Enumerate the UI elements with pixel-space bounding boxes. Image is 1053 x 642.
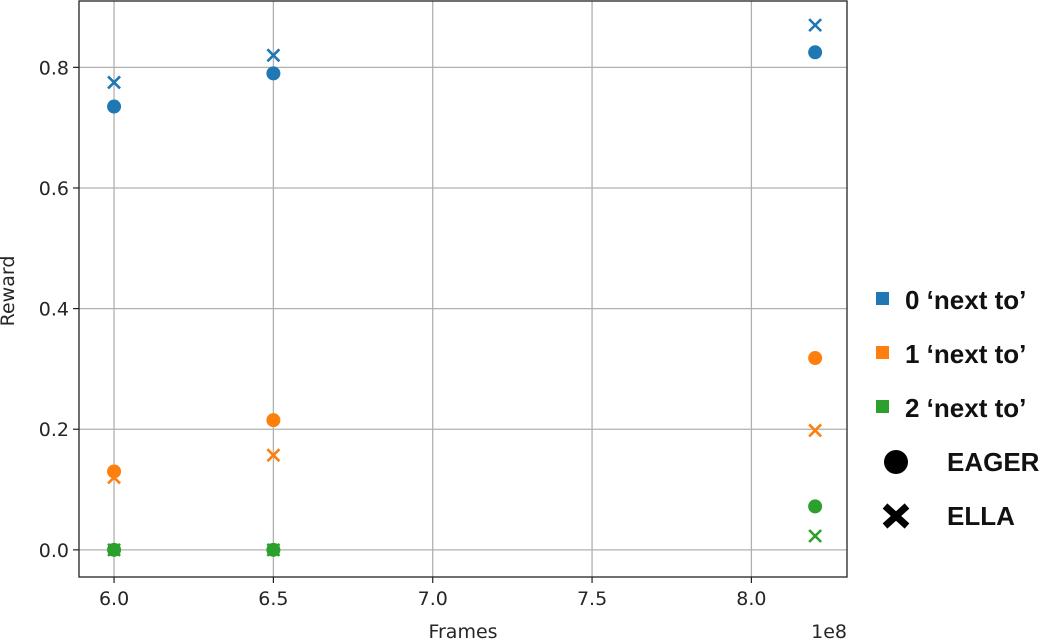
legend-item: EAGER	[884, 447, 1040, 477]
x-marker-point	[266, 448, 281, 463]
legend: 0 ‘next to’ 1 ‘next to’ 2 ‘next to’ EAGER EL…	[876, 285, 1040, 531]
circle-marker-point	[266, 413, 281, 428]
x-marker-point	[808, 18, 823, 33]
legend-item: ELLA	[882, 501, 1015, 531]
y-tick-label: 0.2	[39, 419, 69, 441]
x-tick-label: 6.0	[99, 588, 129, 610]
y-tick-label: 0.8	[39, 57, 69, 79]
legend-swatch	[876, 400, 889, 413]
x-tick-label: 8.0	[736, 588, 766, 610]
legend-label: 0 ‘next to’	[905, 285, 1026, 315]
data-points	[107, 18, 823, 557]
x-axis-label: Frames	[428, 621, 497, 642]
y-axis-label: Reward	[0, 256, 19, 327]
circle-marker-point	[266, 66, 281, 81]
legend-swatch	[876, 346, 889, 359]
x-tick-label: 6.5	[258, 588, 288, 610]
x-tick-label: 7.0	[418, 588, 448, 610]
legend-swatch	[876, 292, 889, 305]
legend-circle-icon	[884, 450, 908, 474]
legend-x-icon	[882, 503, 910, 529]
y-tick-label: 0.4	[39, 299, 69, 321]
x-offset-label: 1e8	[811, 621, 847, 642]
axis-ticks: 6.0 6.5 7.0 7.5 8.0 0.0 0.2 0.4 0.6 0.8	[39, 57, 767, 610]
square-marker-point	[108, 543, 121, 556]
legend-item: 1 ‘next to’	[876, 339, 1026, 369]
x-marker-point	[808, 423, 823, 438]
x-tick-label: 7.5	[577, 588, 607, 610]
legend-item: 2 ‘next to’	[876, 393, 1026, 423]
x-marker-point	[266, 48, 281, 63]
legend-label: ELLA	[947, 501, 1015, 531]
x-marker-point	[107, 75, 121, 90]
circle-marker-point	[107, 99, 122, 114]
legend-label: 2 ‘next to’	[905, 393, 1026, 423]
square-marker-point	[267, 543, 280, 556]
plot-frame	[78, 0, 848, 578]
grid-lines	[79, 1, 847, 577]
circle-marker-point	[808, 45, 823, 60]
legend-label: EAGER	[947, 447, 1040, 477]
legend-item: 0 ‘next to’	[876, 285, 1026, 315]
legend-label: 1 ‘next to’	[905, 339, 1026, 369]
circle-marker-point	[808, 351, 823, 366]
circle-marker-point	[808, 499, 823, 514]
y-tick-label: 0.0	[39, 540, 69, 562]
x-marker-point	[107, 470, 121, 485]
x-marker-point	[808, 529, 823, 543]
y-tick-label: 0.6	[39, 178, 69, 200]
